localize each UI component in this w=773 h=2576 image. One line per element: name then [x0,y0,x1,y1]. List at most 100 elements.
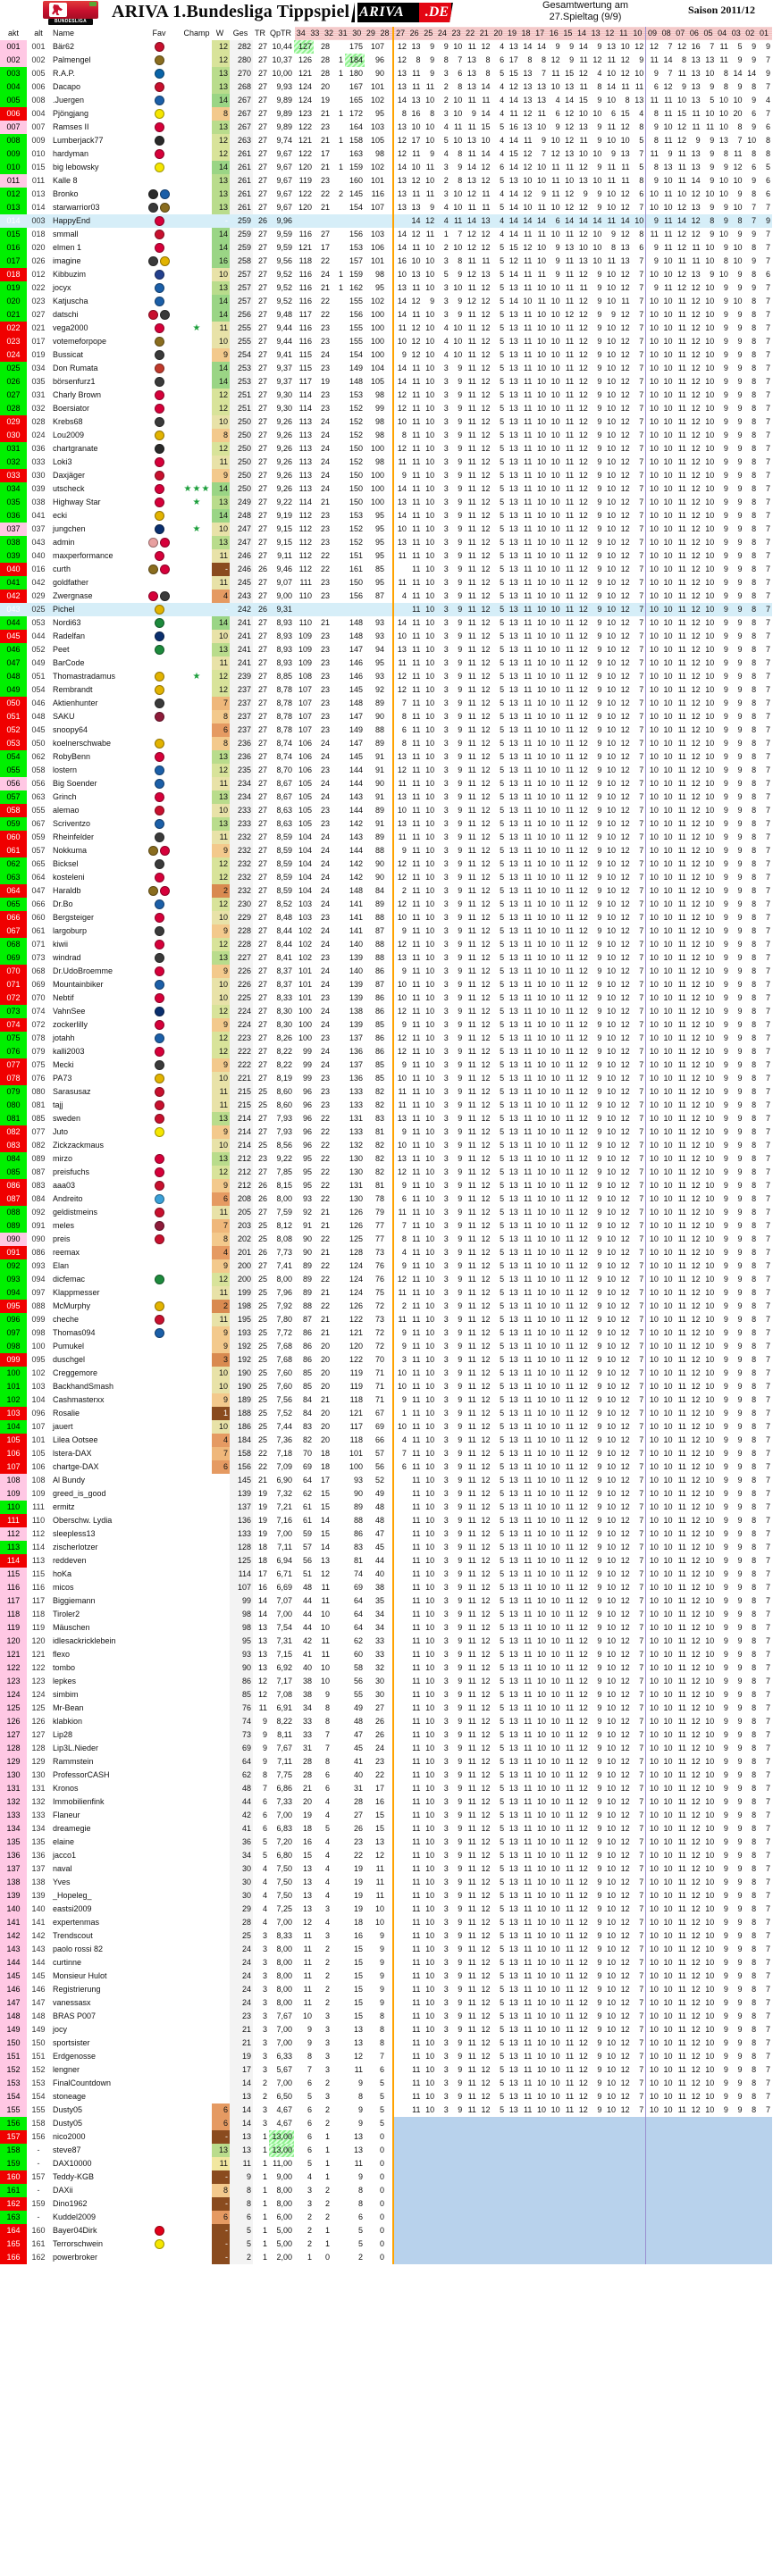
table-row[interactable]: 044 053 Nordi63 14 241 27 8,93 110 21 148 93 [0,616,387,630]
player-name[interactable]: elmen 1 [53,243,82,252]
table-row[interactable]: 152 152 lengner 17 3 5,67 7 3 11 6 [0,2063,387,2077]
table-row[interactable]: 143 143 paolo rossi 82 24 3 8,00 11 2 15 9 [0,1943,387,1956]
player-name[interactable]: McMurphy [53,1301,91,1310]
table-row[interactable]: 033 030 Daxjäger 9 250 27 9,26 113 24 150 100 [0,469,387,482]
player-name[interactable]: mirzo [53,1154,72,1163]
table-row[interactable]: 013 014 starwarrior03 13 261 27 9,67 120 21 154 10… [0,201,387,214]
player-name[interactable]: jotahh [53,1033,75,1042]
table-row[interactable]: 162 159 Dino1962-8 1 8,00 3 2 8 0 [0,2197,387,2211]
table-row[interactable]: 103 096 Rosalie 1 188 25 7,52 84 20 121 67 [0,1407,387,1420]
player-name[interactable]: Sarasusaz [53,1087,91,1096]
table-row[interactable]: 111 110 Oberschw. Lydia 136 19 7,16 61 14 88 48 [0,1514,387,1527]
player-name[interactable]: Rammstein [53,1757,94,1766]
player-name[interactable]: lepkes [53,1677,77,1685]
player-name[interactable]: Bayer04Dirk [53,2226,97,2235]
table-row[interactable]: 157 156 nico2000-13 1 13,00 6 1 13 0 [0,2130,387,2144]
player-name[interactable]: votemeforpope [53,337,107,346]
table-row[interactable]: 151 151 Erdgenosse 19 3 6,33 8 3 12 7 [0,2050,387,2063]
table-row[interactable]: 132 132 Immobilienfink 44 6 7,33 20 4 28 16 [0,1795,387,1809]
player-name[interactable]: HappyEnd [50,214,137,228]
table-row[interactable]: 159- DAX10000 11 11 1 11,00 5 1 11 0 [0,2157,387,2170]
player-name[interactable]: Immobilienfink [53,1797,105,1806]
player-name[interactable]: FinalCountdown [53,2078,112,2087]
player-name[interactable]: stoneage [53,2092,87,2101]
player-name[interactable]: Klappmesser [53,1288,100,1297]
player-name[interactable]: micos [53,1583,74,1592]
player-name[interactable]: jacco1 [53,1851,77,1860]
table-row[interactable]: 036 041 ecki 14 248 27 9,19 112 23 153 95 [0,509,387,523]
player-name[interactable]: Andreito [53,1194,83,1203]
player-name[interactable]: Bronko [53,189,79,198]
table-row[interactable]: 073 074 VahnSee 12 224 27 8,30 100 24 138 86 [0,1005,387,1018]
player-name[interactable]: powerbroker [53,2253,98,2262]
table-row[interactable]: 130 130 ProfessorCASH 62 8 7,75 28 6 40 22 [0,1769,387,1782]
player-name[interactable]: Grinch [53,792,77,801]
table-row[interactable]: 108 108 Al Bundy 145 21 6,90 64 17 93 52 [0,1474,387,1487]
table-row[interactable]: 076 079 kalli2003 12 222 27 8,22 99 24 136 86 [0,1045,387,1058]
table-row[interactable]: 030 024 Lou2009 8 250 27 9,26 113 24 152 98 [0,429,387,442]
player-name[interactable]: BackhandSmash [53,1382,114,1391]
table-row[interactable]: 147 147 vanessasx 24 3 8,00 11 2 15 9 [0,1996,387,2010]
player-name[interactable]: Rembrandt [53,685,93,694]
table-row[interactable]: 163- Kuddel2009 6 6 1 6,00 2 2 6 0 [0,2211,387,2224]
table-row[interactable]: 059 067 Scriventzo 13 233 27 8,63 105 23 142 91 [0,817,387,831]
player-name[interactable]: sportsister [53,2038,90,2047]
table-row[interactable]: 004 006 Dacapo 13 268 27 9,93 124 20 167 101 [0,80,387,94]
table-row[interactable]: 020 023 Katjuscha 14 257 27 9,52 116 22 155 102 [0,295,387,308]
table-row[interactable]: 137 137 naval 30 4 7,50 13 4 19 11 [0,1862,387,1876]
player-name[interactable]: _Hopeleg_ [53,1891,92,1900]
player-name[interactable]: Aktienhunter [53,698,98,707]
table-row[interactable]: 045 044 Radelfan 10 241 27 8,93 109 23 148 93 [0,630,387,643]
player-name[interactable]: Loki3 [53,457,72,466]
player-name[interactable]: Bicksel [53,859,79,868]
player-name[interactable]: lengner [53,2065,80,2074]
table-row[interactable]: 063 064 kosteleni 12 232 27 8,59 104 24 142 90 [0,871,387,884]
player-name[interactable]: DAXii [53,2186,73,2195]
table-row[interactable]: 095 088 McMurphy 2 198 25 7,92 88 22 126 72 [0,1300,387,1313]
player-name[interactable]: Radelfan [53,631,86,640]
table-row[interactable]: 104 107 jauert 10 186 25 7,44 83 20 117 69 [0,1420,387,1434]
table-row[interactable]: 070 068 Dr.UdoBroemme 9 226 27 8,37 101 24 140 86 [0,965,387,978]
table-row[interactable]: 093 094 dicfemac 12 200 25 8,00 89 22 124 76 [0,1273,387,1286]
player-name[interactable]: utscheck [53,484,85,493]
table-row[interactable]: 101 103 BackhandSmash 10 190 25 7,60 85 20 119 71 [0,1380,387,1393]
player-name[interactable]: geldistmeins [53,1208,98,1217]
table-row[interactable]: 022 021 vega2000 ★ 11 255 27 9,44 116 23 155 100 [0,322,387,335]
table-row[interactable]: 072 070 Nebtif 10 225 27 8,33 101 23 139 86 [0,991,387,1005]
table-row[interactable]: 131 131 Kronos 48 7 6,86 21 6 31 17 [0,1782,387,1795]
table-row[interactable]: 016 020 elmen 1 14 259 27 9,59 121 17 153 106 [0,241,387,255]
player-name[interactable]: Ramses II [53,122,89,131]
player-name[interactable]: Al Bundy [53,1476,86,1485]
table-row[interactable]: 052 045 snoopy64 6 237 27 8,78 107 23 149 88 [0,723,387,737]
player-name[interactable]: Kalle 8 [53,176,78,185]
table-row[interactable]: 005 008 .Juergen 14 267 27 9,89 124 19 165 102 [0,94,387,107]
player-name[interactable]: Mr-Bean [53,1703,84,1712]
table-row[interactable]: 100 102 Creggemore 10 190 25 7,60 85 20 119 71 [0,1367,387,1380]
table-row[interactable]: 038 043 admin 13 247 27 9,15 112 23 152 95 [0,536,387,549]
table-row[interactable]: 051 048 SAKU 8 237 27 8,78 107 23 147 90 [0,710,387,723]
player-name[interactable]: idlesackricklebein [53,1636,116,1645]
player-name[interactable]: lstera-DAX [53,1449,92,1458]
table-row[interactable]: 164 160 Bayer04Dirk -5 1 5,00 2 1 5 0 [0,2224,387,2237]
player-name[interactable]: Bär62 [53,42,75,51]
player-name[interactable]: Pichel [50,603,137,616]
table-row[interactable]: 015 018 smmall 14 259 27 9,59 116 27 156 103 [0,228,387,241]
table-row[interactable]: 064 047 Haraldb 2 232 27 8,59 104 24 148 84 [0,884,387,898]
player-name[interactable]: Zwergnase [53,591,93,600]
table-row[interactable]: 055 058 lostern 12 235 27 8,70 106 23 144 91 [0,764,387,777]
player-name[interactable]: Kuddel2009 [53,2212,97,2221]
table-row[interactable]: 010 015 big lebowsky 14 261 27 9,67 120 21 1 159 10… [0,161,387,174]
player-name[interactable]: Dino1962 [53,2199,88,2208]
table-row[interactable]: 098 100 Pumukel 9 192 25 7,68 86 20 120 72 [0,1340,387,1353]
table-row[interactable]: 116 116 micos 107 16 6,69 48 11 69 38 [0,1581,387,1594]
player-name[interactable]: preisfuchs [53,1167,90,1176]
player-name[interactable]: Nebtif [53,993,74,1002]
table-row[interactable]: 155 155 Dusty05 6 14 3 4,67 6 2 9 5 [0,2103,387,2117]
player-name[interactable]: datschi [53,310,79,319]
player-name[interactable]: tombo [53,1663,76,1672]
player-name[interactable]: klabkion [53,1717,83,1726]
table-row[interactable]: 135 135 elaine 36 5 7,20 16 4 23 13 [0,1836,387,1849]
player-name[interactable]: imagine [53,256,81,265]
table-row[interactable]: 102 104 Cashmasterxx 9 189 25 7,56 84 21 118 71 [0,1393,387,1407]
table-row[interactable]: 166 162 powerbroker -2 1 2,00 1 0 2 0 [0,2251,387,2264]
